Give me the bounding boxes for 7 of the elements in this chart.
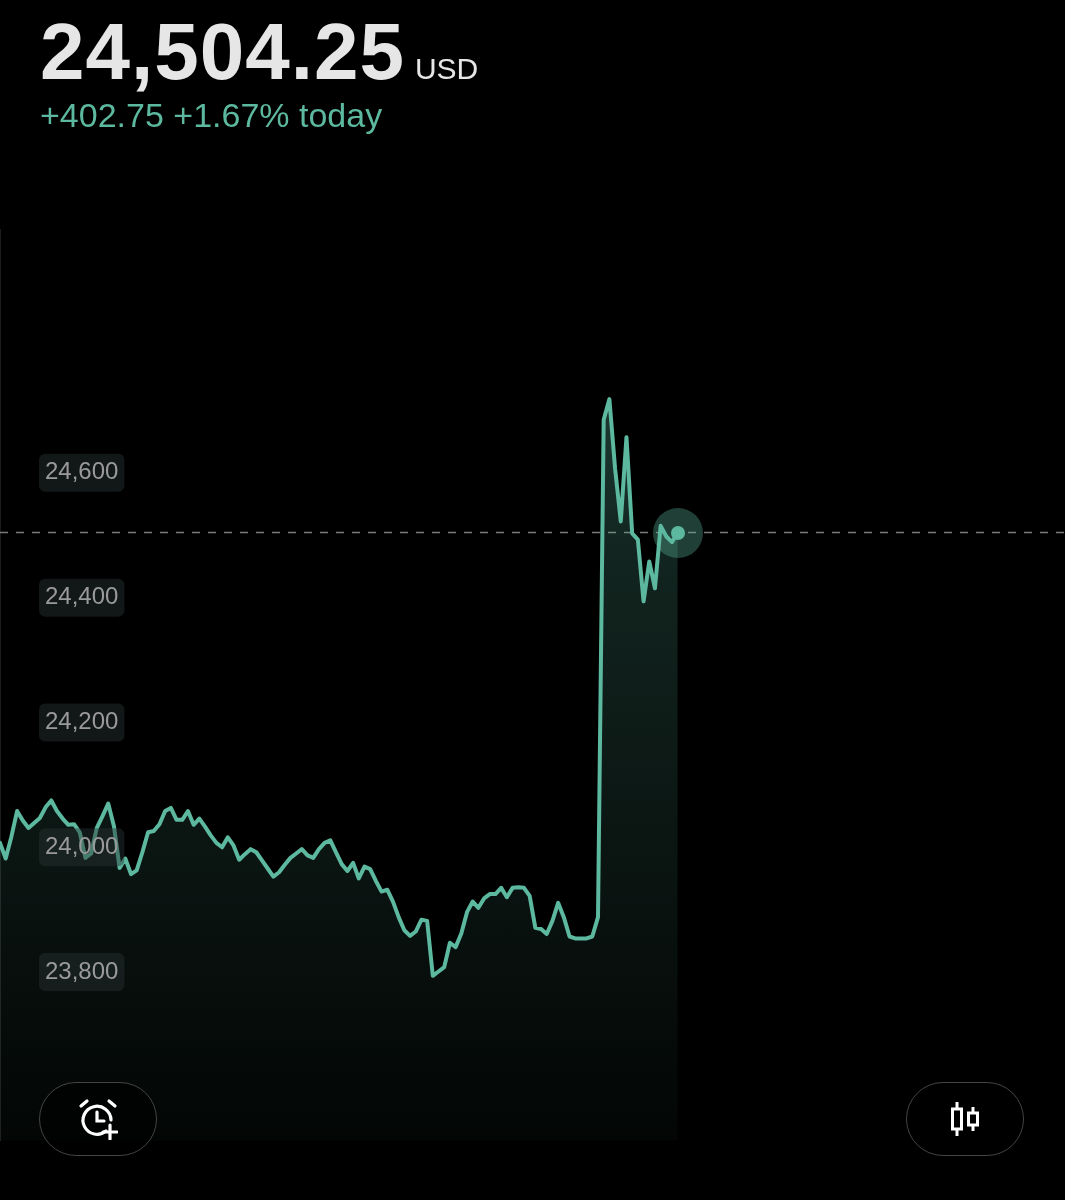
y-tick-label: 24,200	[45, 707, 119, 735]
y-tick-label: 24,600	[45, 457, 119, 485]
chart-title: 24,504.25	[40, 7, 405, 96]
chart-subtitle: +402.75 +1.67% today	[40, 96, 384, 135]
y-tick-label: 23,800	[45, 956, 119, 984]
y-tick-label: 24,400	[45, 582, 119, 610]
text: USD	[414, 52, 479, 85]
